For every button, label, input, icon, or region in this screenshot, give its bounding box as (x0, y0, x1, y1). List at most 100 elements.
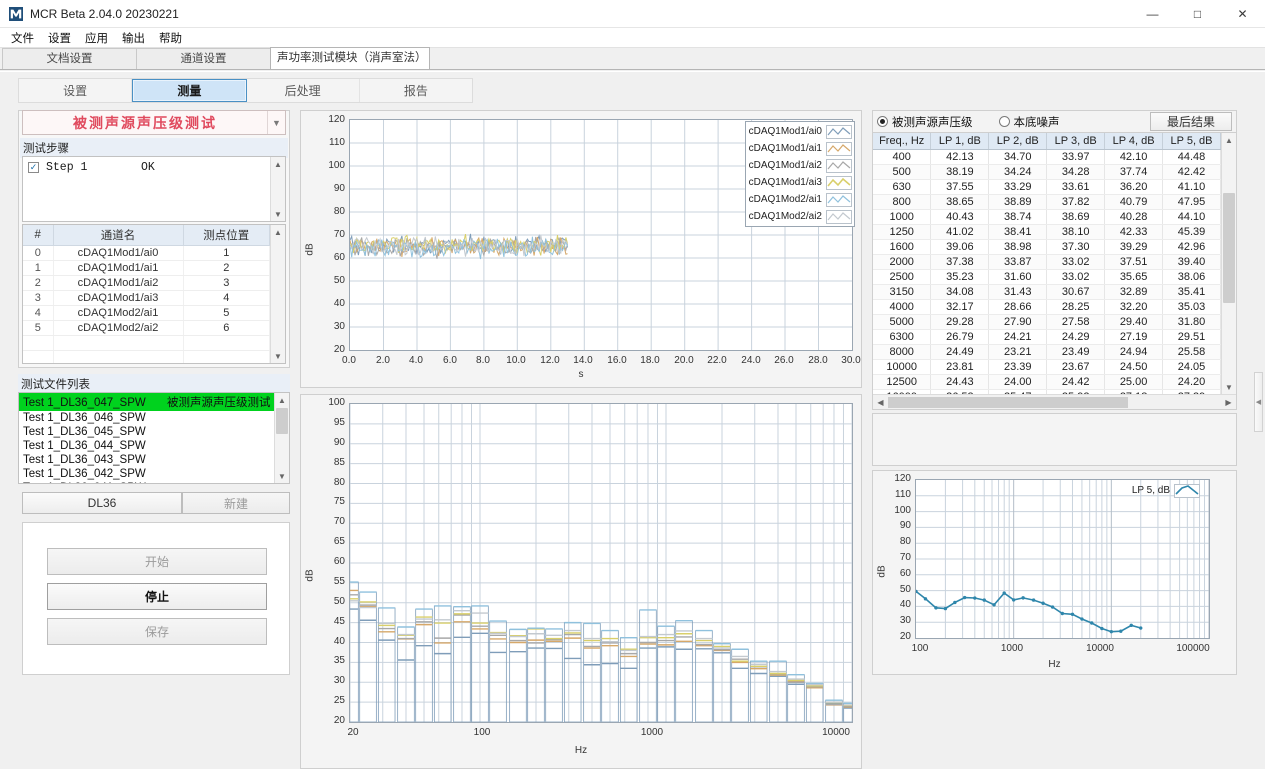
scroll-up-icon[interactable]: ▲ (278, 395, 286, 405)
list-item[interactable]: Test 1_DL36_046_SPW (23, 412, 146, 424)
table-row[interactable]: 3 cDAQ1Mod1/ai3 4 (23, 290, 270, 306)
table-row[interactable]: 800 38.65 38.89 37.82 40.79 47.95 (873, 194, 1221, 210)
file-list-scrollbar[interactable]: ▲ ▼ (274, 393, 289, 483)
legend-item[interactable]: cDAQ1Mod1/ai3 (746, 174, 854, 191)
test-file-list[interactable]: Test 1_DL36_047_SPW 被测声源声压级测试 Test 1_DL3… (18, 392, 290, 484)
close-button[interactable]: ✕ (1237, 7, 1248, 21)
scroll-up-icon[interactable]: ▲ (1225, 135, 1233, 145)
scroll-right-icon[interactable]: ▶ (1225, 397, 1232, 407)
spectrum-plot-area[interactable] (341, 403, 861, 723)
list-item[interactable]: Test 1_DL36_043_SPW (23, 454, 146, 466)
table-row[interactable]: 500 38.19 34.24 34.28 37.74 42.42 (873, 164, 1221, 180)
last-result-button[interactable]: 最后结果 (1150, 112, 1232, 131)
table-row[interactable]: 400 42.13 34.70 33.97 42.10 44.48 (873, 149, 1221, 165)
list-item[interactable]: Test 1_DL36_045_SPW (23, 426, 146, 438)
results-table-hscrollbar[interactable]: ◀ ▶ (873, 394, 1236, 409)
legend-item[interactable]: cDAQ1Mod2/ai2 (746, 208, 854, 225)
project-button[interactable]: DL36 (22, 492, 182, 514)
table-row[interactable]: 2000 37.38 33.87 33.02 37.51 39.40 (873, 254, 1221, 270)
table-row[interactable]: 0 cDAQ1Mod1/ai0 1 (23, 245, 270, 261)
panel-collapse-handle[interactable]: ◀ (1254, 372, 1263, 432)
menu-item-settings[interactable]: 设置 (48, 32, 71, 45)
table-row[interactable]: 2500 35.23 31.60 33.02 35.65 38.06 (873, 269, 1221, 285)
scroll-left-icon[interactable]: ◀ (877, 397, 884, 407)
table-row[interactable]: 4 cDAQ1Mod2/ai1 5 (23, 305, 270, 321)
steps-scrollbar[interactable]: ▲ ▼ (270, 157, 285, 221)
table-row[interactable]: 1000 40.43 38.74 38.69 40.28 44.10 (873, 209, 1221, 225)
list-item[interactable]: ✓ Step 1 OK (23, 157, 270, 178)
data-point (1011, 598, 1016, 602)
hscroll-track[interactable] (888, 396, 1221, 409)
scroll-down-icon[interactable]: ▼ (1225, 382, 1233, 392)
table-row[interactable]: 1 cDAQ1Mod1/ai1 2 (23, 260, 270, 276)
tab-channel-settings[interactable]: 通道设置 (136, 48, 271, 69)
save-button[interactable]: 保存 (47, 618, 267, 645)
table-row[interactable]: 2 cDAQ1Mod1/ai2 3 (23, 275, 270, 291)
table-row[interactable]: 8000 24.49 23.21 23.49 24.94 25.58 (873, 344, 1221, 360)
test-type-combobox[interactable]: 被测声源声压级测试 ▼ (22, 110, 286, 135)
start-button[interactable]: 开始 (47, 548, 267, 575)
new-button[interactable]: 新建 (182, 492, 290, 514)
legend-item[interactable]: cDAQ1Mod1/ai1 (746, 140, 854, 157)
test-steps-list[interactable]: ✓ Step 1 OK ▲ ▼ (22, 156, 286, 222)
scrollbar-thumb[interactable] (1223, 193, 1235, 303)
table-row[interactable]: 630 37.55 33.29 33.61 36.20 41.10 (873, 179, 1221, 195)
scroll-up-icon[interactable]: ▲ (274, 159, 282, 169)
check-icon[interactable]: ✓ (28, 162, 39, 173)
table-row[interactable]: 1600026.5325.4725.9227.1827.39 (873, 389, 1221, 394)
tab-post-process[interactable]: 后处理 (247, 79, 360, 102)
radio-dot-icon[interactable] (877, 116, 888, 127)
table-row[interactable]: 1250 41.02 38.41 38.10 42.33 45.39 (873, 224, 1221, 240)
legend-item[interactable]: LP 5, dB (1127, 482, 1202, 499)
scroll-down-icon[interactable]: ▼ (274, 209, 282, 219)
lp5-spectrum-chart[interactable]: dB 20 30 40 50 60 70 80 90 100 110 120 100 1000 10… (872, 470, 1237, 675)
radio-source-spl[interactable]: 被测声源声压级 (877, 114, 973, 130)
minimize-button[interactable]: — (1146, 7, 1159, 21)
list-item[interactable]: Test 1_DL36_047_SPW 被测声源声压级测试 (19, 393, 274, 411)
chevron-down-icon[interactable]: ▼ (267, 111, 285, 134)
legend-item[interactable]: cDAQ1Mod2/ai1 (746, 191, 854, 208)
list-item[interactable]: Test 1_DL36_044_SPW (23, 440, 146, 452)
tab-sound-power-module[interactable]: 声功率测试模块（消声室法） (270, 47, 430, 69)
legend-item[interactable]: cDAQ1Mod1/ai0 (746, 123, 854, 140)
time-chart-legend[interactable]: cDAQ1Mod1/ai0 cDAQ1Mod1/ai1 cDAQ1Mod1/ai… (745, 121, 855, 227)
menu-item-application[interactable]: 应用 (85, 32, 108, 45)
legend-swatch (826, 124, 852, 139)
lp5-plot-area[interactable] (914, 479, 1210, 639)
menu-item-output[interactable]: 输出 (122, 32, 145, 45)
table-row[interactable]: 6300 26.79 24.21 24.29 27.19 29.51 (873, 329, 1221, 345)
radio-background-noise[interactable]: 本底噪声 (998, 114, 1060, 130)
scroll-down-icon[interactable]: ▼ (274, 351, 282, 361)
scrollbar-thumb[interactable] (888, 396, 1128, 408)
tab-report[interactable]: 报告 (403, 84, 428, 98)
scroll-up-icon[interactable]: ▲ (274, 227, 282, 237)
table-row[interactable]: 1600 39.06 38.98 37.30 39.29 42.96 (873, 239, 1221, 255)
scrollbar-thumb[interactable] (276, 408, 288, 434)
results-table-vscrollbar[interactable]: ▲ ▼ (1221, 133, 1236, 394)
table-row[interactable]: 5000 29.28 27.90 27.58 29.40 31.80 (873, 314, 1221, 330)
xtick: 30.0 (841, 355, 861, 366)
menu-item-file[interactable]: 文件 (11, 32, 34, 45)
list-item[interactable]: Test 1_DL36_042_SPW (23, 468, 146, 480)
stop-button[interactable]: 停止 (47, 583, 267, 610)
table-row[interactable]: 10000 23.81 23.39 23.67 24.50 24.05 (873, 359, 1221, 375)
time-history-chart[interactable]: dB 120 110 100 90 80 70 60 50 40 30 20 (300, 110, 862, 388)
table-row[interactable]: 5 cDAQ1Mod2/ai2 6 (23, 320, 270, 336)
list-item[interactable]: Test 1_DL36_041_SPW (19, 481, 274, 483)
legend-item[interactable]: cDAQ1Mod1/ai2 (746, 157, 854, 174)
table-row[interactable]: 12500 24.43 24.00 24.42 25.00 24.20 (873, 374, 1221, 390)
maximize-button[interactable]: □ (1193, 7, 1202, 21)
table-row[interactable]: 4000 32.17 28.66 28.25 32.20 35.03 (873, 299, 1221, 315)
tab-setup[interactable]: 设置 (19, 79, 133, 102)
menu-item-help[interactable]: 帮助 (159, 32, 182, 45)
lp5-chart-legend[interactable]: LP 5, dB (1127, 481, 1202, 500)
results-table-panel[interactable]: Freq., Hz LP 1, dB LP 2, dB LP 3, dB LP 4, d… (872, 132, 1237, 410)
third-octave-spectrum-chart[interactable]: dB 20 25 30 35 40 45 50 55 60 65 70 75 80 85 90 95 100 2… (300, 394, 862, 769)
channel-table-scrollbar[interactable]: ▲ ▼ (270, 225, 285, 363)
scroll-down-icon[interactable]: ▼ (278, 471, 286, 481)
tab-measure[interactable]: 测量 (132, 79, 247, 102)
channel-table-panel[interactable]: # 通道名 测点位置 0 cDAQ1Mod1/ai0 1 1 (22, 224, 286, 364)
tab-document-settings[interactable]: 文档设置 (2, 48, 137, 69)
table-row[interactable]: 3150 34.08 31.43 30.67 32.89 35.41 (873, 284, 1221, 300)
radio-dot-icon[interactable] (998, 116, 1010, 127)
